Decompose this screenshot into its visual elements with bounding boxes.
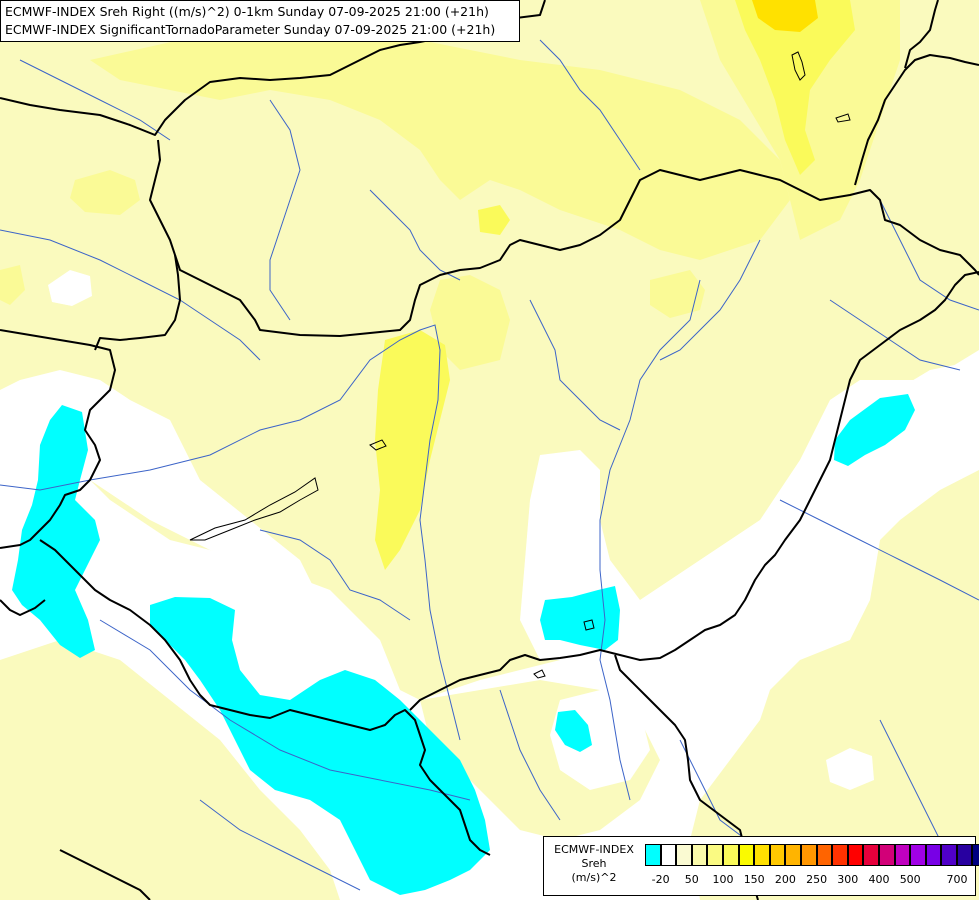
title-line-1: ECMWF-INDEX Sreh Right ((m/s)^2) 0-1km S… xyxy=(5,4,489,19)
legend-swatch xyxy=(754,844,770,866)
legend-unit: (m/s)^2 xyxy=(571,871,617,884)
cyan-region-west xyxy=(12,405,100,658)
lake-small-3 xyxy=(791,51,806,81)
cyan-region-east xyxy=(834,394,915,466)
river-east-1 xyxy=(659,239,761,361)
lake-balaton xyxy=(189,477,319,541)
title-line-2: ECMWF-INDEX SignificantTornadoParameter … xyxy=(5,22,496,37)
legend-swatch xyxy=(676,844,692,866)
pale-yellow-field-east xyxy=(690,460,979,900)
legend-ticks: -20 50 100 150 200 250 300 400 500 700 xyxy=(645,873,973,889)
legend-swatch xyxy=(972,844,979,866)
legend-swatch xyxy=(910,844,926,866)
lake-small-4 xyxy=(835,113,851,123)
legend-tick-label: 250 xyxy=(806,873,828,886)
river-south-2 xyxy=(199,799,361,891)
border-south-west xyxy=(39,539,491,856)
legend-tick-label: 500 xyxy=(899,873,921,886)
legend-swatch xyxy=(691,844,708,866)
river-east-3 xyxy=(779,499,979,601)
legend-swatch xyxy=(816,844,833,866)
legend-tick-label: 700 xyxy=(946,873,968,886)
border-far-west xyxy=(0,599,46,616)
white-patch-south-east xyxy=(826,748,874,790)
river-north-1 xyxy=(269,99,301,321)
legend-swatch xyxy=(832,844,848,866)
light-yellow-band-west xyxy=(70,170,140,215)
river-north-2 xyxy=(369,189,461,281)
legend-swatch xyxy=(863,844,879,866)
legend-swatch xyxy=(941,844,957,866)
river-west-1 xyxy=(0,229,261,361)
river-east-2 xyxy=(879,199,979,311)
legend-tick-label: 200 xyxy=(774,873,796,886)
map-title-box: ECMWF-INDEX Sreh Right ((m/s)^2) 0-1km S… xyxy=(0,0,520,42)
legend-tick-label: 50 xyxy=(684,873,699,886)
legend-swatch xyxy=(800,844,817,866)
light-yellow-band-east-1 xyxy=(650,270,705,318)
light-yellow-band-north-west xyxy=(0,265,25,305)
border-ne-top xyxy=(904,0,939,69)
white-patch-north-west xyxy=(48,270,92,306)
legend-swatch xyxy=(769,844,786,866)
border-north-east xyxy=(854,54,979,186)
color-legend: ECMWF-INDEX Sreh (m/s)^2 -20 50 100 150 200 2… xyxy=(543,836,979,896)
legend-swatch xyxy=(645,844,661,866)
legend-tick-label: 100 xyxy=(712,873,734,886)
legend-swatches xyxy=(645,844,979,866)
legend-swatch xyxy=(925,844,942,866)
river-south-west xyxy=(99,619,471,801)
legend-swatch xyxy=(878,844,895,866)
pale-yellow-field-south-west xyxy=(0,640,340,900)
legend-swatch xyxy=(847,844,864,866)
river-north-3 xyxy=(529,299,621,431)
legend-swatch xyxy=(722,844,739,866)
legend-label: ECMWF-INDEX Sreh (m/s)^2 xyxy=(548,843,640,885)
legend-tick-label: 400 xyxy=(868,873,890,886)
light-yellow-band-center xyxy=(430,275,510,370)
river-north-4 xyxy=(539,39,641,171)
legend-swatch xyxy=(956,844,973,866)
legend-tick-label: 300 xyxy=(837,873,859,886)
lake-small-2 xyxy=(583,619,595,631)
river-danube-north xyxy=(0,324,461,741)
legend-swatch xyxy=(785,844,801,866)
yellow-patch-north-center xyxy=(478,205,510,235)
river-center-west xyxy=(259,529,411,621)
border-north-2 xyxy=(149,139,979,337)
border-south xyxy=(409,271,979,711)
river-east-4 xyxy=(829,299,961,371)
river-tisza xyxy=(599,279,701,801)
lake-small-5 xyxy=(533,669,546,679)
legend-swatch xyxy=(894,844,911,866)
river-south-1 xyxy=(499,689,561,821)
legend-variable: Sreh xyxy=(581,857,607,870)
border-west-2 xyxy=(94,254,181,351)
cyan-region-south xyxy=(555,710,592,752)
legend-swatch xyxy=(707,844,723,866)
cyan-region-center xyxy=(540,586,620,650)
strong-yellow-core-north-east xyxy=(752,0,818,32)
legend-tick-label: 150 xyxy=(743,873,765,886)
legend-tick-label: -20 xyxy=(651,873,670,886)
legend-swatch xyxy=(738,844,755,866)
river-west-2 xyxy=(19,59,171,141)
light-yellow-band-north xyxy=(90,30,790,260)
legend-swatch xyxy=(660,844,677,866)
white-patch-east xyxy=(790,360,979,600)
yellow-streak-center xyxy=(375,330,450,570)
cyan-region-south-west xyxy=(150,597,490,895)
legend-model: ECMWF-INDEX xyxy=(554,843,634,856)
lake-small-1 xyxy=(369,439,387,451)
border-south-far xyxy=(59,849,151,900)
yellow-patch-north-east xyxy=(735,0,855,175)
